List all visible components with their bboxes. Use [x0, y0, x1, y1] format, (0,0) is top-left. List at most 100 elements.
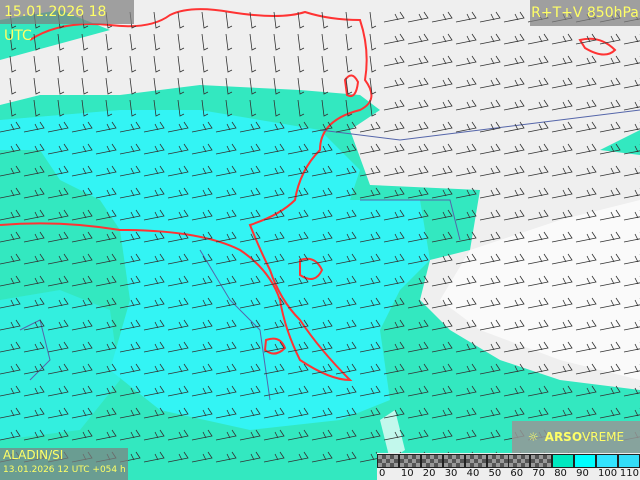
- wind-barb: [623, 298, 640, 309]
- legend-tick: 100: [598, 468, 618, 479]
- wind-barb: [599, 77, 621, 89]
- wind-barb: [383, 209, 405, 221]
- wind-barb: [239, 143, 261, 155]
- wind-barb: [191, 451, 213, 463]
- wind-barb: [407, 187, 429, 199]
- wind-barb: [551, 231, 573, 243]
- wind-barb: [551, 143, 573, 155]
- wind-barb: [359, 121, 381, 133]
- wind-barb: [503, 55, 525, 67]
- wind-barb: [143, 429, 165, 441]
- wind-barb: [599, 407, 621, 419]
- wind-barb: [407, 385, 429, 397]
- wind-barb: [503, 385, 525, 397]
- wind-barb: [23, 385, 45, 397]
- wind-barb: [9, 55, 17, 73]
- wind-barb: [599, 187, 621, 199]
- wind-barb: [407, 253, 429, 265]
- legend-tick: 110: [619, 468, 639, 479]
- wind-barb: [383, 187, 405, 199]
- wind-barb: [503, 99, 525, 111]
- wind-barb: [431, 11, 453, 23]
- wind-barb: [599, 297, 621, 309]
- wind-barb: [527, 165, 549, 177]
- wind-barb: [599, 385, 621, 397]
- wind-barb: [321, 55, 329, 73]
- sea-area: [0, 290, 120, 440]
- wind-barb: [575, 341, 597, 353]
- wind-barb: [407, 55, 429, 67]
- wind-barb: [321, 33, 329, 51]
- wind-barb: [0, 385, 21, 397]
- border-line: [19, 109, 640, 401]
- wind-barb: [143, 231, 165, 243]
- wind-barb: [623, 100, 640, 111]
- wind-barb: [479, 209, 501, 221]
- valid-time-label: 15.01.2026 18 UTC: [0, 0, 134, 44]
- wind-barb: [9, 99, 17, 117]
- wind-barb: [57, 33, 65, 51]
- wind-barb: [455, 363, 477, 375]
- wind-barb: [167, 143, 189, 155]
- wind-barb: [383, 55, 405, 67]
- wind-barb: [287, 143, 309, 155]
- wind-barb: [215, 121, 237, 133]
- wind-barb: [239, 275, 261, 287]
- wind-barb: [503, 275, 525, 287]
- wind-barb: [383, 319, 405, 331]
- wind-barb: [407, 11, 429, 23]
- wind-barb: [359, 165, 381, 177]
- wind-barb: [143, 121, 165, 133]
- wind-barb: [335, 297, 357, 309]
- wind-barb: [575, 143, 597, 155]
- wind-barb: [297, 77, 305, 95]
- wind-barb: [249, 33, 257, 51]
- legend-tick: 90: [576, 468, 589, 479]
- wind-barb: [273, 11, 281, 29]
- wind-barb: [407, 429, 429, 441]
- wind-barb: [575, 275, 597, 287]
- wind-barb: [129, 55, 137, 73]
- wind-barb: [455, 165, 477, 177]
- wind-barb: [599, 165, 621, 177]
- wind-barb: [215, 429, 237, 441]
- wind-barb: [167, 209, 189, 221]
- wind-barb: [215, 297, 237, 309]
- wind-barb: [335, 121, 357, 133]
- wind-barb: [287, 187, 309, 199]
- wind-barb: [383, 429, 405, 441]
- wind-barb: [575, 121, 597, 133]
- wind-barb: [551, 121, 573, 133]
- wind-barb: [623, 254, 640, 265]
- wind-barb: [311, 451, 333, 463]
- wind-barb: [527, 143, 549, 155]
- wind-barb: [345, 77, 353, 95]
- wind-barb: [215, 319, 237, 331]
- wind-barb: [23, 319, 45, 331]
- wind-barb: [143, 385, 165, 397]
- wind-barb: [527, 99, 549, 111]
- wind-barb: [71, 187, 93, 199]
- arso-logo[interactable]: ☼ ARSOVREME: [512, 421, 640, 453]
- wind-barb: [95, 143, 117, 155]
- legend-tick: 60: [510, 468, 524, 479]
- wind-barb: [215, 231, 237, 243]
- wind-barb: [623, 342, 640, 353]
- wind-barb: [623, 408, 640, 419]
- wind-barb: [47, 341, 69, 353]
- wind-barb: [503, 341, 525, 353]
- wind-barb: [71, 341, 93, 353]
- wind-barb: [263, 319, 285, 331]
- wind-barb: [263, 121, 285, 133]
- wind-barb: [311, 385, 333, 397]
- wind-barb: [335, 143, 357, 155]
- wind-barb: [201, 33, 209, 51]
- wind-barb: [431, 121, 453, 133]
- wind-barb: [0, 429, 21, 441]
- wind-barb: [575, 33, 597, 45]
- wind-barb: [479, 11, 501, 23]
- wind-barb: [623, 166, 640, 177]
- wind-barb: [479, 341, 501, 353]
- wind-barb: [239, 165, 261, 177]
- wind-barb: [119, 165, 141, 177]
